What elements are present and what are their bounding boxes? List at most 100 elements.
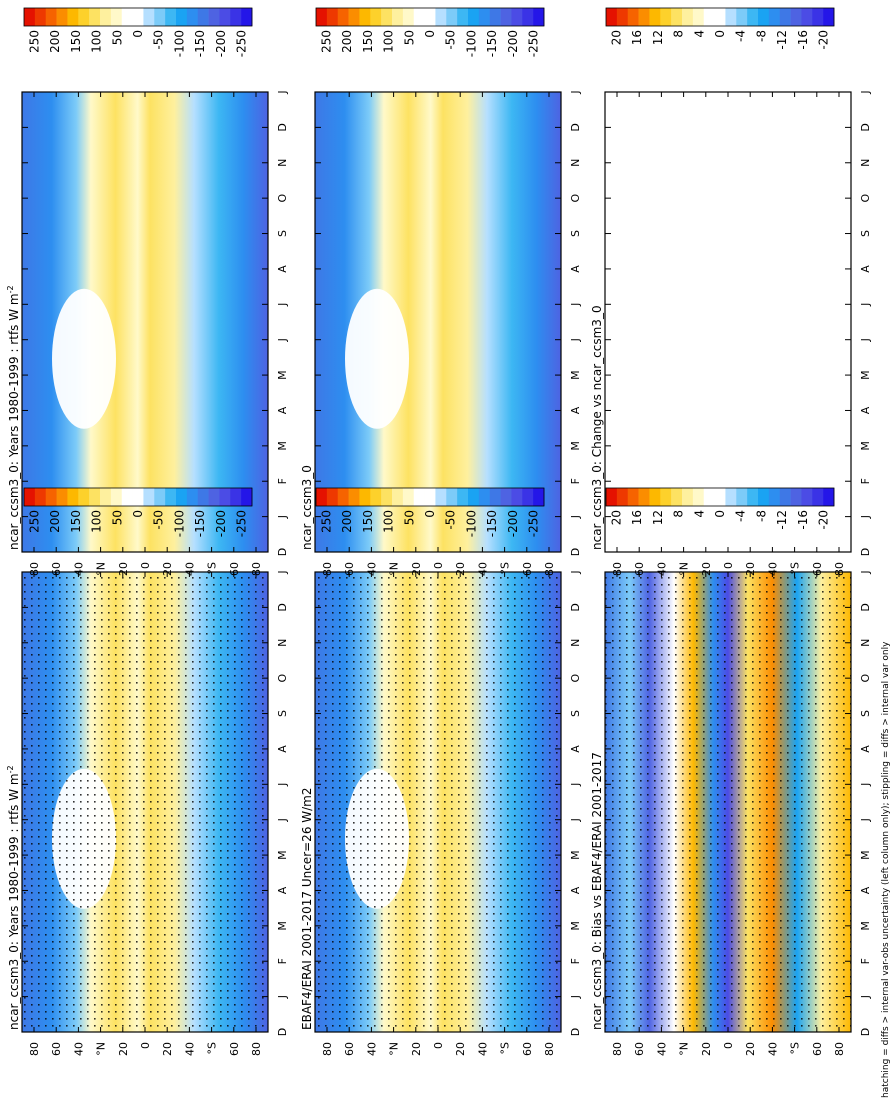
colorbar-swatch: [176, 488, 188, 506]
month-label: A: [569, 406, 582, 414]
colorbar-swatch: [348, 488, 360, 506]
colorbar-swatch: [143, 8, 155, 26]
lat-label: 60: [521, 562, 534, 576]
month-label: J: [859, 303, 872, 307]
month-label: M: [569, 850, 582, 860]
colorbar-swatch: [78, 488, 90, 506]
colorbar-swatch: [768, 8, 781, 26]
colorbar-swatch: [736, 488, 748, 506]
colorbar-cb_flux: 250 200 150 100 50 0 -50 -100 -150 -200 -250: [315, 487, 545, 537]
colorbar-swatch: [359, 8, 371, 26]
lat-label: °S: [499, 562, 512, 575]
month-label: S: [276, 230, 289, 237]
month-label: O: [859, 673, 872, 682]
colorbar-swatch: [812, 488, 824, 506]
month-label: J: [276, 995, 289, 999]
colorbar-swatch: [606, 488, 618, 506]
colorbar-swatch: [489, 8, 501, 26]
lat-label: 0: [432, 562, 445, 569]
field-white-band: [345, 288, 409, 429]
colorbar-swatch: [435, 488, 447, 506]
month-label: J: [276, 515, 289, 519]
colorbar-swatch: [747, 8, 759, 26]
colorbar-swatch: [736, 8, 748, 26]
lat-label: °N: [95, 1042, 108, 1056]
month-label: A: [859, 265, 872, 273]
colorbar-swatch: [823, 8, 835, 26]
colorbar-label: 0: [713, 30, 727, 38]
colorbar-label: 20: [609, 510, 623, 525]
month-label: D: [859, 1028, 872, 1036]
colorbar-swatch: [703, 8, 715, 26]
colorbar-swatch: [326, 8, 339, 26]
colorbar-swatch: [533, 488, 545, 506]
colorbar-label: 250: [319, 30, 333, 53]
colorbar-swatch: [533, 8, 545, 26]
colorbar-swatch: [413, 8, 425, 26]
colorbar-swatch: [446, 8, 458, 26]
lat-label: °N: [388, 562, 401, 576]
lat-label: 0: [139, 562, 152, 569]
colorbar-swatch: [522, 488, 534, 506]
panel-title: ncar_ccsm3_0: Years 1980-1999 : rtfs W m…: [6, 765, 21, 1030]
lat-label: °S: [206, 562, 219, 575]
panel-title: ncar_ccsm3_0: Bias vs EBAF4/ERAI 2001-20…: [590, 752, 604, 1030]
colorbar-swatch: [100, 8, 112, 26]
lat-label: 80: [833, 562, 846, 576]
month-label: D: [276, 548, 289, 556]
colorbar-swatch: [186, 8, 199, 26]
month-label: F: [569, 478, 582, 484]
colorbar-swatch: [478, 488, 491, 506]
month-label: M: [276, 850, 289, 860]
colorbar-swatch: [424, 488, 436, 506]
colorbar-swatch: [186, 488, 199, 506]
colorbar-label: 200: [340, 510, 354, 533]
stippling: [605, 572, 851, 1032]
month-label: M: [276, 370, 289, 380]
colorbar-label: 100: [90, 510, 104, 533]
colorbar-label: -20: [817, 510, 831, 530]
colorbar-label: 150: [361, 30, 375, 53]
colorbar-swatch: [468, 8, 480, 26]
month-label: F: [276, 478, 289, 484]
month-label: S: [569, 230, 582, 237]
lat-label: 80: [611, 562, 624, 576]
colorbar-swatch: [649, 8, 661, 26]
colorbar-label: 150: [361, 510, 375, 533]
panel-p_c: D J F M A M J J A S O N D J 80 60 40 °N 20 0 20 40 °S 60 80 EBAF4…: [300, 570, 582, 1056]
colorbar-label: -50: [444, 30, 458, 50]
colorbar-label: -16: [796, 510, 810, 530]
lat-label: 60: [521, 1042, 534, 1056]
colorbar-swatch: [197, 8, 209, 26]
colorbar-label: -100: [464, 510, 478, 537]
colorbar-swatch: [823, 488, 835, 506]
colorbar-swatch: [392, 8, 404, 26]
colorbar-label: 20: [609, 30, 623, 45]
month-label: A: [569, 886, 582, 894]
month-label: M: [859, 850, 872, 860]
colorbar-label: -8: [754, 510, 768, 522]
colorbar-label: 200: [48, 30, 62, 53]
lat-label: °N: [678, 562, 691, 576]
colorbar-swatch: [435, 8, 447, 26]
colorbar-label: -250: [235, 30, 249, 57]
lat-label: 60: [633, 562, 646, 576]
month-label: N: [859, 159, 872, 167]
month-label: D: [569, 1028, 582, 1036]
lat-label: °N: [388, 1042, 401, 1056]
colorbar-swatch: [132, 8, 144, 26]
colorbar-swatch: [392, 488, 404, 506]
colorbar-swatch: [219, 8, 231, 26]
colorbar-swatch: [638, 8, 650, 26]
colorbar-swatch: [381, 488, 393, 506]
month-label: N: [569, 159, 582, 167]
month-label: J: [859, 783, 872, 787]
lat-label: 60: [811, 562, 824, 576]
colorbar-swatch: [348, 8, 360, 26]
lat-label: °N: [95, 562, 108, 576]
lat-label: 0: [722, 1042, 735, 1049]
month-label: A: [276, 265, 289, 273]
month-label: S: [859, 230, 872, 237]
